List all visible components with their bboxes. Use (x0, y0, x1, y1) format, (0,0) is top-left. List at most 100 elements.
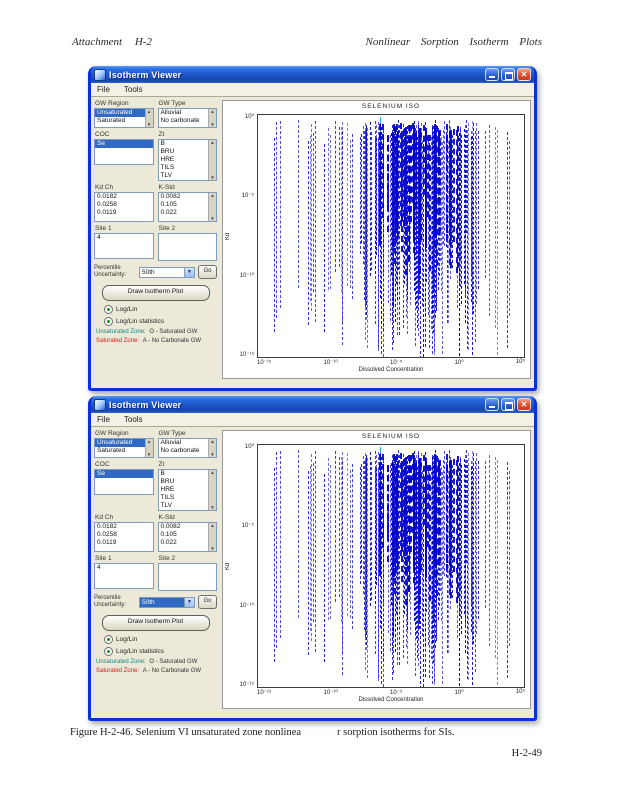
loglin-radio[interactable]: Log/Lin (104, 635, 217, 644)
list-item[interactable]: 10⁰ (454, 360, 464, 366)
list-item[interactable]: 10⁻⁵ (241, 523, 254, 530)
close-button[interactable] (517, 398, 531, 411)
minimize-button[interactable] (485, 398, 499, 411)
scroll-up-icon[interactable]: ▲ (210, 470, 215, 475)
maximize-button[interactable] (501, 398, 515, 411)
list-item[interactable]: 0.0182 (97, 193, 117, 200)
scroll-up-icon[interactable]: ▲ (146, 109, 152, 114)
list-item[interactable]: TILS (160, 164, 175, 171)
kd-ch-listbox[interactable]: 0.0182 0.0258 0.0119 (94, 192, 154, 222)
scrollbar[interactable]: ▲ ▼ (208, 523, 216, 551)
gw-type-listbox[interactable]: ▲ ▼ Alluvial No carbonate (157, 108, 217, 128)
list-item[interactable]: Saturated (97, 447, 126, 454)
list-item[interactable]: 4 (97, 564, 101, 571)
list-item[interactable]: Saturated (97, 117, 126, 124)
list-item[interactable]: 10⁻¹⁰ (323, 690, 338, 696)
draw-isotherm-plot-button[interactable]: Draw Isotherm Plot (101, 615, 210, 631)
list-item[interactable]: Unsaturated (95, 439, 145, 447)
list-item[interactable]: 0.0082 (160, 523, 181, 530)
go-button[interactable]: Go (198, 265, 217, 279)
kd-ch-listbox[interactable]: 0.0182 0.0258 0.0119 (94, 522, 154, 552)
list-item[interactable]: 0.0182 (97, 523, 117, 530)
loglin-statistics-radio[interactable]: Log/Lin statistics (104, 317, 217, 326)
minimize-button[interactable] (485, 68, 499, 81)
list-item[interactable]: HRE (160, 486, 175, 493)
scroll-up-icon[interactable]: ▲ (210, 109, 215, 114)
list-item[interactable]: 0.0258 (97, 531, 117, 538)
menu-file[interactable]: File (97, 415, 110, 424)
list-item[interactable]: Se (95, 470, 153, 478)
list-item[interactable]: 10⁻¹⁵ (257, 360, 272, 366)
list-item[interactable]: Se (95, 140, 153, 148)
list-item[interactable]: 0.0119 (97, 209, 117, 216)
list-item[interactable]: 10⁵ (515, 689, 525, 695)
gw-region-listbox[interactable]: ▲ ▼ Unsaturated Saturated (94, 108, 154, 128)
scroll-up-icon[interactable]: ▲ (210, 523, 215, 528)
gw-region-listbox[interactable]: ▲ ▼ Unsaturated Saturated (94, 438, 154, 458)
list-item[interactable]: 10⁰ (244, 114, 254, 120)
list-item[interactable]: 0.022 (160, 539, 177, 546)
scroll-up-icon[interactable]: ▲ (210, 193, 215, 198)
site2-listbox[interactable] (157, 233, 217, 261)
list-item[interactable]: 10⁵ (515, 359, 525, 365)
scroll-down-icon[interactable]: ▼ (210, 452, 215, 457)
scroll-down-icon[interactable]: ▼ (210, 546, 215, 551)
list-item[interactable]: 10⁻⁵ (389, 360, 403, 366)
zt-listbox[interactable]: ▲ ▼ B BRU HRE TILS TLV (157, 469, 217, 511)
list-item[interactable]: 10⁻¹⁰ (239, 272, 254, 279)
draw-isotherm-plot-button[interactable]: Draw Isotherm Plot (101, 285, 210, 301)
site1-listbox[interactable]: 4 (94, 563, 154, 589)
list-item[interactable]: 0.105 (160, 531, 177, 538)
scroll-up-icon[interactable]: ▲ (210, 439, 215, 444)
coc-listbox[interactable]: Se (94, 139, 154, 165)
window-titlebar[interactable]: Isotherm Viewer (91, 66, 534, 83)
scrollbar[interactable]: ▲ ▼ (208, 439, 216, 457)
list-item[interactable]: 0.105 (160, 201, 177, 208)
maximize-button[interactable] (501, 68, 515, 81)
list-item[interactable]: 10⁻¹⁰ (239, 602, 254, 609)
coc-listbox[interactable]: Se (94, 469, 154, 495)
list-item[interactable]: 10⁰ (244, 444, 254, 450)
dropdown-arrow-icon[interactable]: ▼ (184, 597, 194, 607)
list-item[interactable]: 0.0258 (97, 201, 117, 208)
list-item[interactable]: Alluvial (160, 439, 182, 446)
site1-listbox[interactable]: 4 (94, 233, 154, 259)
list-item[interactable]: No carbonate (160, 447, 200, 454)
menu-tools[interactable]: Tools (123, 415, 143, 424)
loglin-radio[interactable]: Log/Lin (104, 305, 217, 314)
scrollbar[interactable]: ▲ ▼ (144, 109, 153, 127)
menu-tools[interactable]: Tools (123, 85, 143, 94)
scrollbar[interactable]: ▲ ▼ (144, 439, 153, 457)
scrollbar[interactable]: ▲ ▼ (208, 140, 216, 180)
list-item[interactable]: 10⁻⁵ (241, 193, 254, 200)
list-item[interactable]: Alluvial (160, 109, 182, 116)
scroll-down-icon[interactable]: ▼ (210, 505, 215, 510)
scroll-down-icon[interactable]: ▼ (146, 452, 152, 457)
scroll-down-icon[interactable]: ▼ (210, 175, 215, 180)
list-item[interactable]: B (160, 140, 165, 147)
site2-listbox[interactable] (157, 563, 217, 591)
list-item[interactable]: TLV (160, 502, 172, 509)
percentile-dropdown[interactable]: 50th ▼ (139, 266, 195, 278)
list-item[interactable]: TLV (160, 172, 172, 179)
loglin-statistics-radio[interactable]: Log/Lin statistics (104, 647, 217, 656)
list-item[interactable]: 10⁻¹⁰ (323, 360, 338, 366)
zt-listbox[interactable]: ▲ ▼ B BRU HRE TILS TLV (157, 139, 217, 181)
list-item[interactable]: 10⁰ (454, 690, 464, 696)
gw-type-listbox[interactable]: ▲ ▼ Alluvial No carbonate (157, 438, 217, 458)
close-button[interactable] (517, 68, 531, 81)
percentile-dropdown[interactable]: 50th ▼ (139, 596, 195, 608)
list-item[interactable]: No carbonate (160, 117, 200, 124)
list-item[interactable]: HRE (160, 156, 175, 163)
scrollbar[interactable]: ▲ ▼ (208, 109, 216, 127)
dropdown-arrow-icon[interactable]: ▼ (184, 267, 194, 277)
list-item[interactable]: 0.0082 (160, 193, 181, 200)
k-std-listbox[interactable]: ▲ ▼ 0.0082 0.105 0.022 (157, 192, 217, 222)
scroll-down-icon[interactable]: ▼ (146, 122, 152, 127)
list-item[interactable]: 0.022 (160, 209, 177, 216)
list-item[interactable]: 10⁻⁵ (389, 690, 403, 696)
list-item[interactable]: 10⁻¹⁵ (257, 690, 272, 696)
list-item[interactable]: 10⁻¹⁵ (239, 351, 254, 358)
list-item[interactable]: BRU (160, 148, 175, 155)
scrollbar[interactable]: ▲ ▼ (208, 193, 216, 221)
